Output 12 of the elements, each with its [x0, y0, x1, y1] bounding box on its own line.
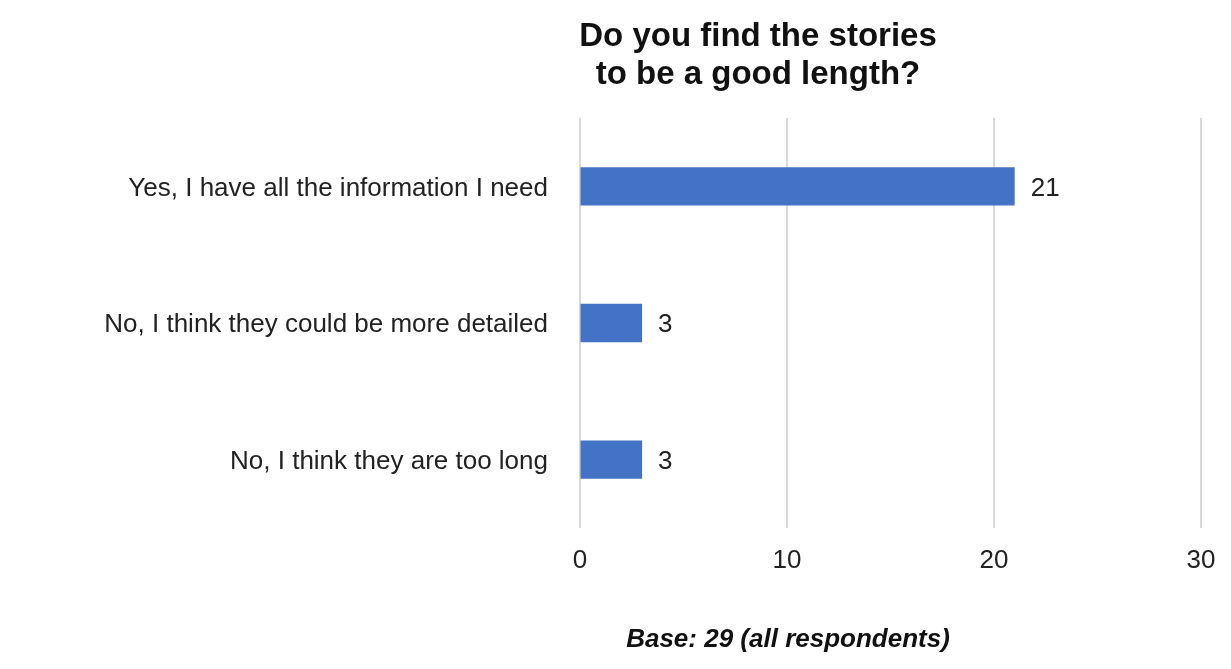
- data-label: 3: [658, 308, 673, 339]
- data-label: 3: [658, 444, 673, 475]
- x-tick-label: 30: [1186, 544, 1216, 575]
- x-tick-label: 20: [979, 544, 1009, 575]
- y-tick-label: Yes, I have all the information I need: [128, 171, 548, 202]
- x-tick-label: 10: [772, 544, 802, 575]
- y-tick-label: No, I think they are too long: [230, 444, 548, 475]
- text: Base: 29 (all respondents): [625, 623, 951, 654]
- chart-title: Do you find the stories to be a good length?: [578, 16, 938, 92]
- y-tick-label: No, I think they could be more detailed: [104, 308, 548, 339]
- x-tick-label: 0: [572, 544, 588, 575]
- data-label: 21: [1030, 171, 1060, 202]
